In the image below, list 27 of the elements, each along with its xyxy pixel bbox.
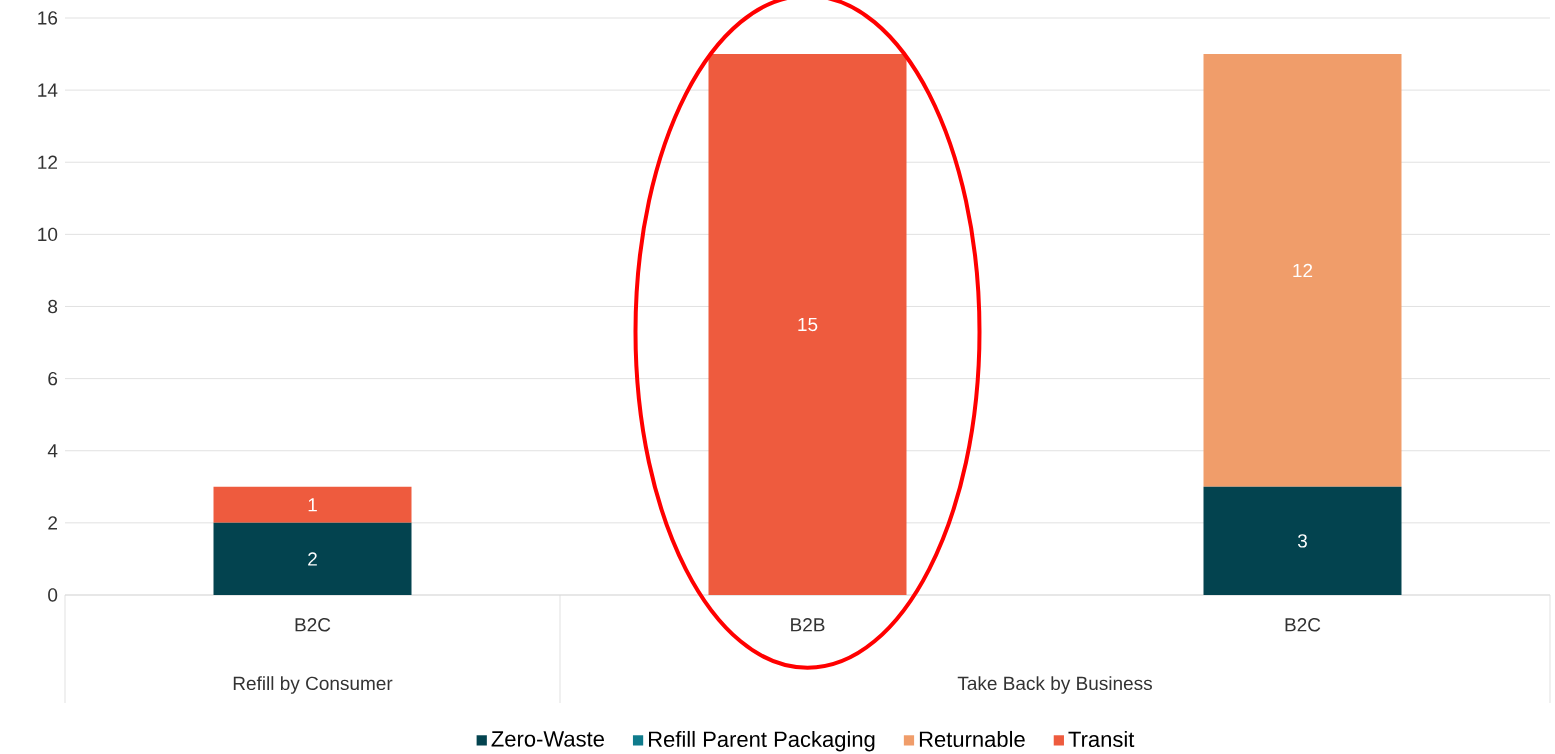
text: Take Back by Business [957,676,1152,694]
data-label: 3 [1297,534,1307,548]
bar [213,486,412,523]
data-label: 15 [798,317,818,332]
y-tick-label: 6 [48,371,58,386]
legend-label: Transit [1068,730,1135,748]
y-tick-label: 0 [48,588,58,602]
y-tick-label: 2 [48,516,57,530]
data-label: 1 [308,498,317,512]
legend-label: Zero-Waste [491,731,604,747]
bar [213,522,412,595]
text: Refill by Consumer [233,676,393,694]
y-tick-label: 4 [47,444,58,458]
y-tick-label: 14 [38,83,58,97]
bar [1203,54,1402,487]
x-tick-label: B2B [791,618,825,632]
y-tick-label: 12 [38,155,57,169]
legend-label: Refill Parent Packaging [649,730,875,752]
y-tick-label: 16 [38,11,58,25]
x-tick-label: B2C [1285,618,1321,632]
y-tick-label: 10 [38,227,58,242]
y-tick-label: 8 [48,299,58,314]
data-label: 2 [308,552,317,566]
x-tick-label: B2C [295,618,331,632]
bar [1203,486,1402,595]
data-label: 12 [1293,263,1313,278]
legend-label: Returnable [919,730,1025,748]
